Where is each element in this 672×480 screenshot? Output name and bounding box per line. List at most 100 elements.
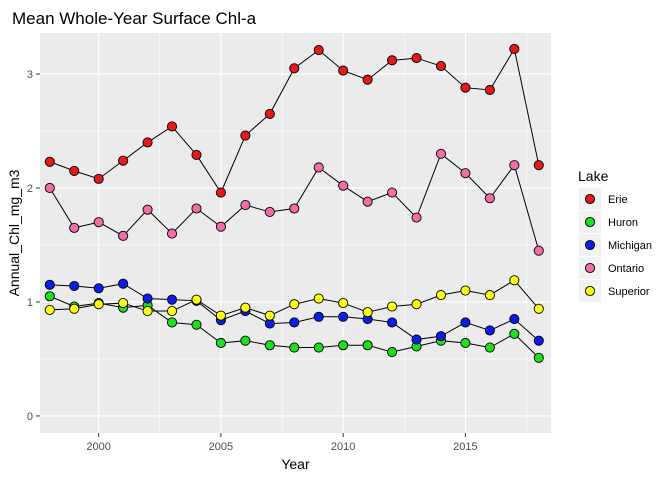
data-point-superior <box>215 310 226 321</box>
data-point-huron <box>166 317 178 328</box>
data-point-superior <box>460 285 471 296</box>
x-tick-label: 2005 <box>209 441 233 453</box>
data-point-ontario <box>166 228 178 239</box>
data-point-erie <box>411 53 422 64</box>
data-point-superior <box>240 302 251 313</box>
series-points <box>44 43 544 363</box>
data-point-erie <box>313 45 324 56</box>
data-point-ontario <box>509 160 520 171</box>
legend-items: Erie Huron Michigan Ontario Superior <box>579 188 652 302</box>
y-tick-label: 3 <box>27 69 33 81</box>
data-point-huron <box>533 352 544 363</box>
legend-key-erie <box>584 193 596 205</box>
data-point-superior <box>411 299 422 310</box>
plot-panel <box>40 33 551 433</box>
data-point-huron <box>264 340 275 351</box>
legend-label-huron: Huron <box>608 217 638 229</box>
data-point-ontario <box>264 206 275 217</box>
data-point-michigan <box>460 317 471 328</box>
legend-label-ontario: Ontario <box>608 263 644 275</box>
data-point-michigan <box>142 293 153 304</box>
x-tick-label: 2010 <box>331 441 355 453</box>
data-point-superior <box>191 294 202 305</box>
legend-item-michigan: Michigan <box>579 234 652 256</box>
data-point-superior <box>142 306 153 317</box>
data-point-superior <box>484 290 495 301</box>
legend-item-huron: Huron <box>579 211 638 233</box>
data-point-erie <box>142 137 153 148</box>
legend-item-superior: Superior <box>579 280 650 302</box>
x-tick-label: 2000 <box>86 441 110 453</box>
x-axis-title: Year <box>281 456 310 472</box>
y-axis-title: Annual_Chl_mg_m3 <box>6 169 22 296</box>
legend-key-ontario <box>584 262 596 274</box>
data-point-ontario <box>240 200 251 211</box>
data-point-erie <box>338 65 349 76</box>
data-point-superior <box>362 307 373 318</box>
y-tick-label: 0 <box>27 411 33 423</box>
data-point-huron <box>387 347 398 358</box>
data-point-ontario <box>460 168 471 179</box>
data-point-huron <box>44 291 55 302</box>
data-point-erie <box>460 82 471 93</box>
legend-title: Lake <box>578 168 609 184</box>
data-point-michigan <box>166 294 178 305</box>
data-point-ontario <box>362 196 373 207</box>
data-point-michigan <box>411 334 422 345</box>
data-point-superior <box>387 301 398 312</box>
data-point-superior <box>338 298 349 309</box>
data-point-huron <box>240 335 251 346</box>
data-point-superior <box>509 275 520 286</box>
data-point-michigan <box>69 280 80 292</box>
data-point-michigan <box>289 317 300 328</box>
data-point-erie <box>215 187 226 198</box>
data-point-erie <box>191 149 202 160</box>
data-point-erie <box>362 74 373 85</box>
data-point-superior <box>289 299 300 310</box>
data-point-huron <box>289 342 300 353</box>
data-point-huron <box>460 337 471 349</box>
data-point-ontario <box>533 245 544 256</box>
data-point-erie <box>166 121 178 132</box>
legend-key-michigan <box>584 239 596 251</box>
data-point-superior <box>44 304 55 315</box>
data-point-huron <box>313 342 324 353</box>
data-point-superior <box>313 293 324 304</box>
legend-key-huron <box>584 216 596 228</box>
legend-key-superior <box>584 285 596 297</box>
legend-label-michigan: Michigan <box>608 240 652 252</box>
data-point-ontario <box>118 230 129 241</box>
data-point-erie <box>264 108 275 119</box>
data-point-ontario <box>215 221 226 232</box>
data-point-erie <box>509 43 520 55</box>
data-point-michigan <box>435 331 447 342</box>
data-point-michigan <box>93 283 104 294</box>
data-point-erie <box>289 63 300 74</box>
x-axis: 2000 2005 2010 2015 <box>86 433 478 453</box>
data-point-huron <box>338 340 349 351</box>
y-axis: 0 1 2 3 <box>27 69 40 423</box>
data-point-ontario <box>338 180 349 191</box>
grid-minor <box>37 33 551 433</box>
data-point-erie <box>435 60 447 72</box>
data-point-ontario <box>69 222 80 233</box>
legend-item-ontario: Ontario <box>579 257 644 279</box>
legend-label-erie: Erie <box>608 194 628 206</box>
data-point-ontario <box>387 187 398 198</box>
legend-label-superior: Superior <box>608 286 650 298</box>
data-point-erie <box>387 55 398 66</box>
data-point-ontario <box>93 217 104 228</box>
data-point-superior <box>435 290 447 301</box>
data-point-ontario <box>484 193 495 204</box>
data-point-michigan <box>509 313 520 325</box>
data-point-huron <box>484 342 495 353</box>
data-point-ontario <box>44 182 55 194</box>
data-point-erie <box>69 165 80 176</box>
data-point-michigan <box>44 279 55 290</box>
legend: Lake Erie Huron Michigan Ontario Superior <box>578 168 652 302</box>
data-point-superior <box>264 310 275 321</box>
data-point-erie <box>533 160 544 171</box>
data-point-michigan <box>313 311 324 322</box>
y-tick-label: 1 <box>27 297 33 309</box>
